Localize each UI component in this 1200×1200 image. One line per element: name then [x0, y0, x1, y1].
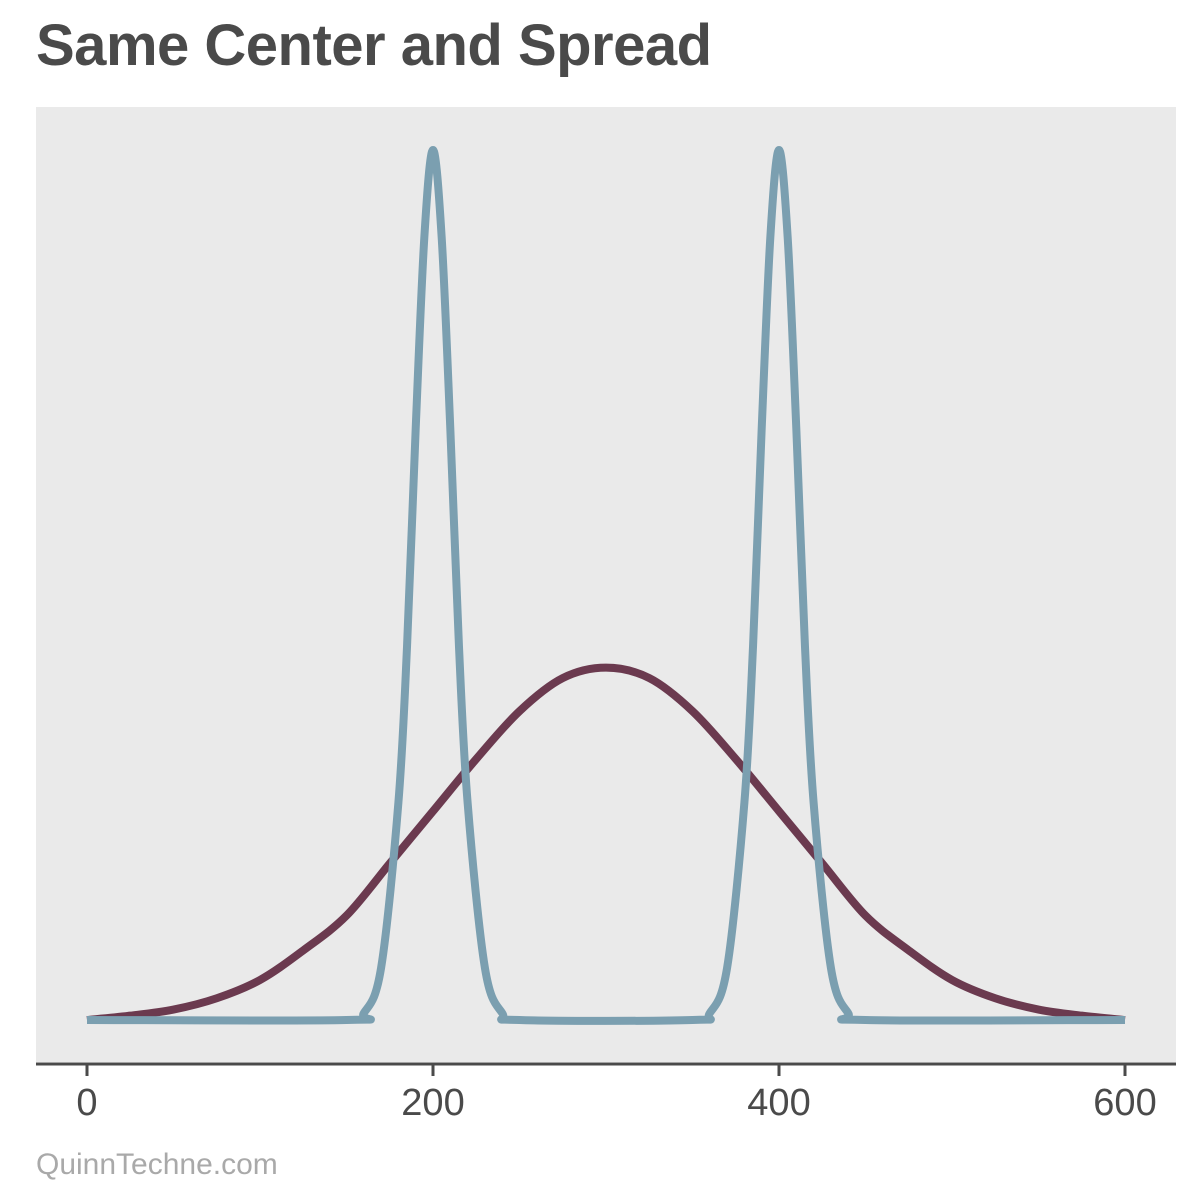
x-tick-label: 200 [401, 1082, 464, 1124]
series-line-bimodal [86, 146, 1126, 1025]
series-layer [86, 146, 1126, 1025]
plot-panel [36, 107, 1176, 1062]
chart-title: Same Center and Spread [36, 13, 712, 78]
x-tick-label: 0 [76, 1082, 97, 1124]
x-tick-label: 400 [747, 1082, 810, 1124]
series-line-unimodal [86, 663, 1126, 1024]
x-axis-ticks: 0 200 400 600 [76, 1064, 1157, 1124]
x-tick-label: 600 [1093, 1082, 1156, 1124]
source-credit: QuinnTechne.com [36, 1148, 278, 1181]
